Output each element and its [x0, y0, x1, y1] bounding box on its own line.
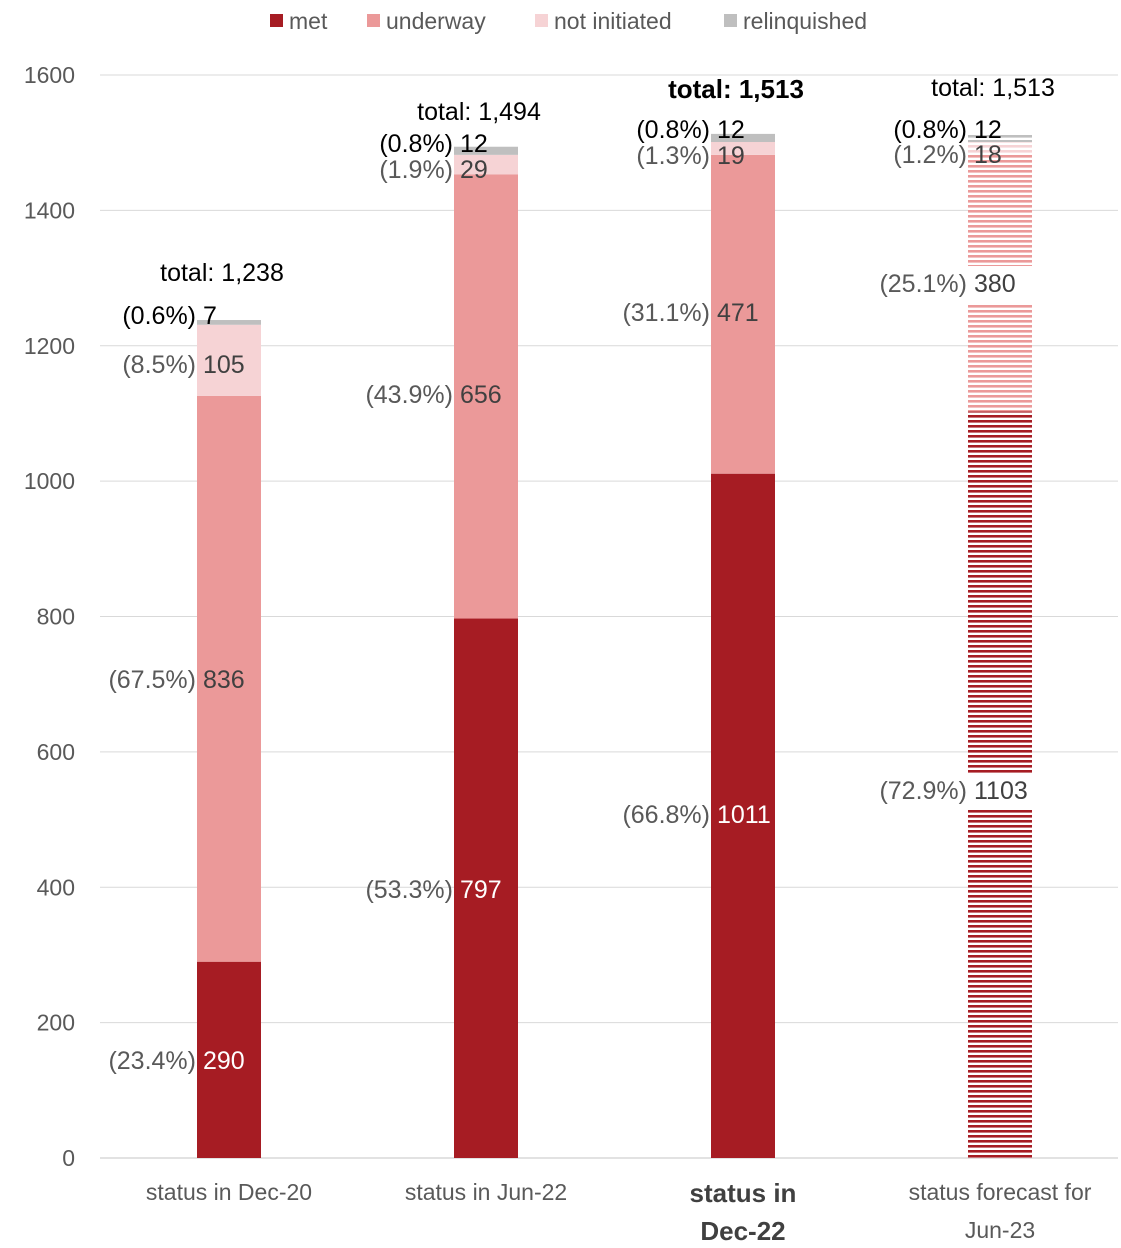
total-label-3: total: 1,513: [931, 74, 1055, 102]
y-tick-label-1600: 1600: [24, 62, 75, 88]
x-tick-label-3-line-1: Jun-23: [965, 1217, 1035, 1243]
data-label-value-underway-1: 656: [460, 381, 502, 409]
y-tick-label-800: 800: [37, 604, 75, 630]
x-axis: status in Dec-20 status in Jun-22 status i…: [146, 1178, 1092, 1246]
data-label-pct-met-0: (23.4%): [108, 1047, 196, 1075]
data-label-pct-not-initiated-1: (1.9%): [379, 156, 453, 184]
gridlines: [100, 74, 1118, 1159]
data-label-pct-relinquished-0: (0.6%): [122, 302, 196, 330]
data-label-pct-underway-2: (31.1%): [622, 299, 710, 327]
bar-relinquished-2: [711, 133, 775, 143]
data-label-pct-underway-3: (25.1%): [879, 270, 967, 298]
y-tick-label-600: 600: [37, 739, 75, 765]
data-label-value-relinquished-2: 12: [717, 116, 745, 144]
bar-relinquished-3: [968, 133, 1032, 143]
total-label-2: total: 1,513: [668, 74, 804, 104]
data-label-pct-underway-0: (67.5%): [108, 666, 196, 694]
y-tick-label-1400: 1400: [24, 197, 75, 223]
data-labels: (23.4%) 290 (53.3%) 797 (66.8%) 1011 (72.9%) 11…: [108, 74, 1054, 1075]
legend-label-met: met: [289, 8, 328, 34]
legend-label-relinquished: relinquished: [743, 8, 867, 34]
bar-underway-0: [197, 395, 261, 962]
x-tick-label-2-line-0: status in: [690, 1178, 797, 1208]
data-label-pct-relinquished-3: (0.8%): [893, 116, 967, 144]
data-label-value-underway-2: 471: [717, 299, 759, 327]
data-label-value-not-initiated-2: 19: [717, 142, 745, 170]
y-tick-label-400: 400: [37, 874, 75, 900]
data-label-value-underway-0: 836: [203, 666, 245, 694]
bar-not-initiated-0: [197, 324, 261, 396]
y-tick-label-200: 200: [37, 1010, 75, 1036]
data-label-value-not-initiated-1: 29: [460, 156, 488, 184]
bar-relinquished-1: [454, 146, 518, 155]
data-label-pct-met-3: (72.9%): [879, 777, 967, 805]
x-tick-label-3-line-0: status forecast for: [909, 1179, 1092, 1205]
data-label-pct-met-2: (66.8%): [622, 801, 710, 829]
data-label-value-met-0: 290: [203, 1047, 245, 1075]
legend: met underway not initiated relinquished: [270, 8, 867, 34]
y-tick-label-1000: 1000: [24, 468, 75, 494]
data-label-value-met-2: 1011: [717, 801, 771, 829]
data-label-value-relinquished-1: 12: [460, 130, 488, 158]
y-tick-label-1200: 1200: [24, 333, 75, 359]
legend-swatch-underway: [367, 14, 380, 27]
data-label-value-relinquished-0: 7: [203, 302, 217, 330]
data-label-value-relinquished-3: 12: [974, 116, 1002, 144]
bar-met-0: [197, 961, 261, 1158]
forecast-label-gap-underway: [968, 266, 1032, 303]
legend-swatch-not-initiated: [535, 14, 548, 27]
bar-not-initiated-3: [968, 142, 1032, 155]
x-tick-label-0-line-0: status in Dec-20: [146, 1179, 312, 1205]
legend-label-not-initiated: not initiated: [554, 8, 672, 34]
legend-swatch-relinquished: [724, 14, 737, 27]
bar-met-2: [711, 473, 775, 1158]
data-label-pct-met-1: (53.3%): [365, 876, 453, 904]
data-label-value-met-3: 1103: [974, 777, 1028, 805]
total-label-0: total: 1,238: [160, 259, 284, 287]
bar-underway-2: [711, 154, 775, 474]
data-label-value-underway-3: 380: [974, 270, 1016, 298]
data-label-pct-not-initiated-3: (1.2%): [893, 141, 967, 169]
data-label-value-not-initiated-0: 105: [203, 351, 245, 379]
bars: [197, 133, 1032, 1158]
data-label-pct-relinquished-2: (0.8%): [636, 116, 710, 144]
data-label-value-met-1: 797: [460, 876, 502, 904]
y-tick-label-0: 0: [62, 1145, 75, 1171]
legend-swatch-met: [270, 14, 283, 27]
legend-label-underway: underway: [386, 8, 486, 34]
data-label-pct-not-initiated-2: (1.3%): [636, 142, 710, 170]
total-label-1: total: 1,494: [417, 98, 541, 126]
data-label-value-not-initiated-3: 18: [974, 141, 1002, 169]
forecast-label-gap-met: [968, 773, 1032, 810]
bar-not-initiated-1: [454, 154, 518, 175]
data-label-pct-relinquished-1: (0.8%): [379, 130, 453, 158]
bar-relinquished-0: [197, 320, 261, 325]
data-label-pct-underway-1: (43.9%): [365, 381, 453, 409]
data-label-pct-not-initiated-0: (8.5%): [122, 351, 196, 379]
x-tick-label-2-line-1: Dec-22: [700, 1216, 785, 1246]
x-tick-label-1-line-0: status in Jun-22: [405, 1179, 567, 1205]
bar-underway-1: [454, 174, 518, 619]
bar-met-1: [454, 618, 518, 1158]
y-axis: 0 200 400 600 800 1000 1200 1400 1600: [24, 62, 75, 1171]
bar-not-initiated-2: [711, 142, 775, 155]
